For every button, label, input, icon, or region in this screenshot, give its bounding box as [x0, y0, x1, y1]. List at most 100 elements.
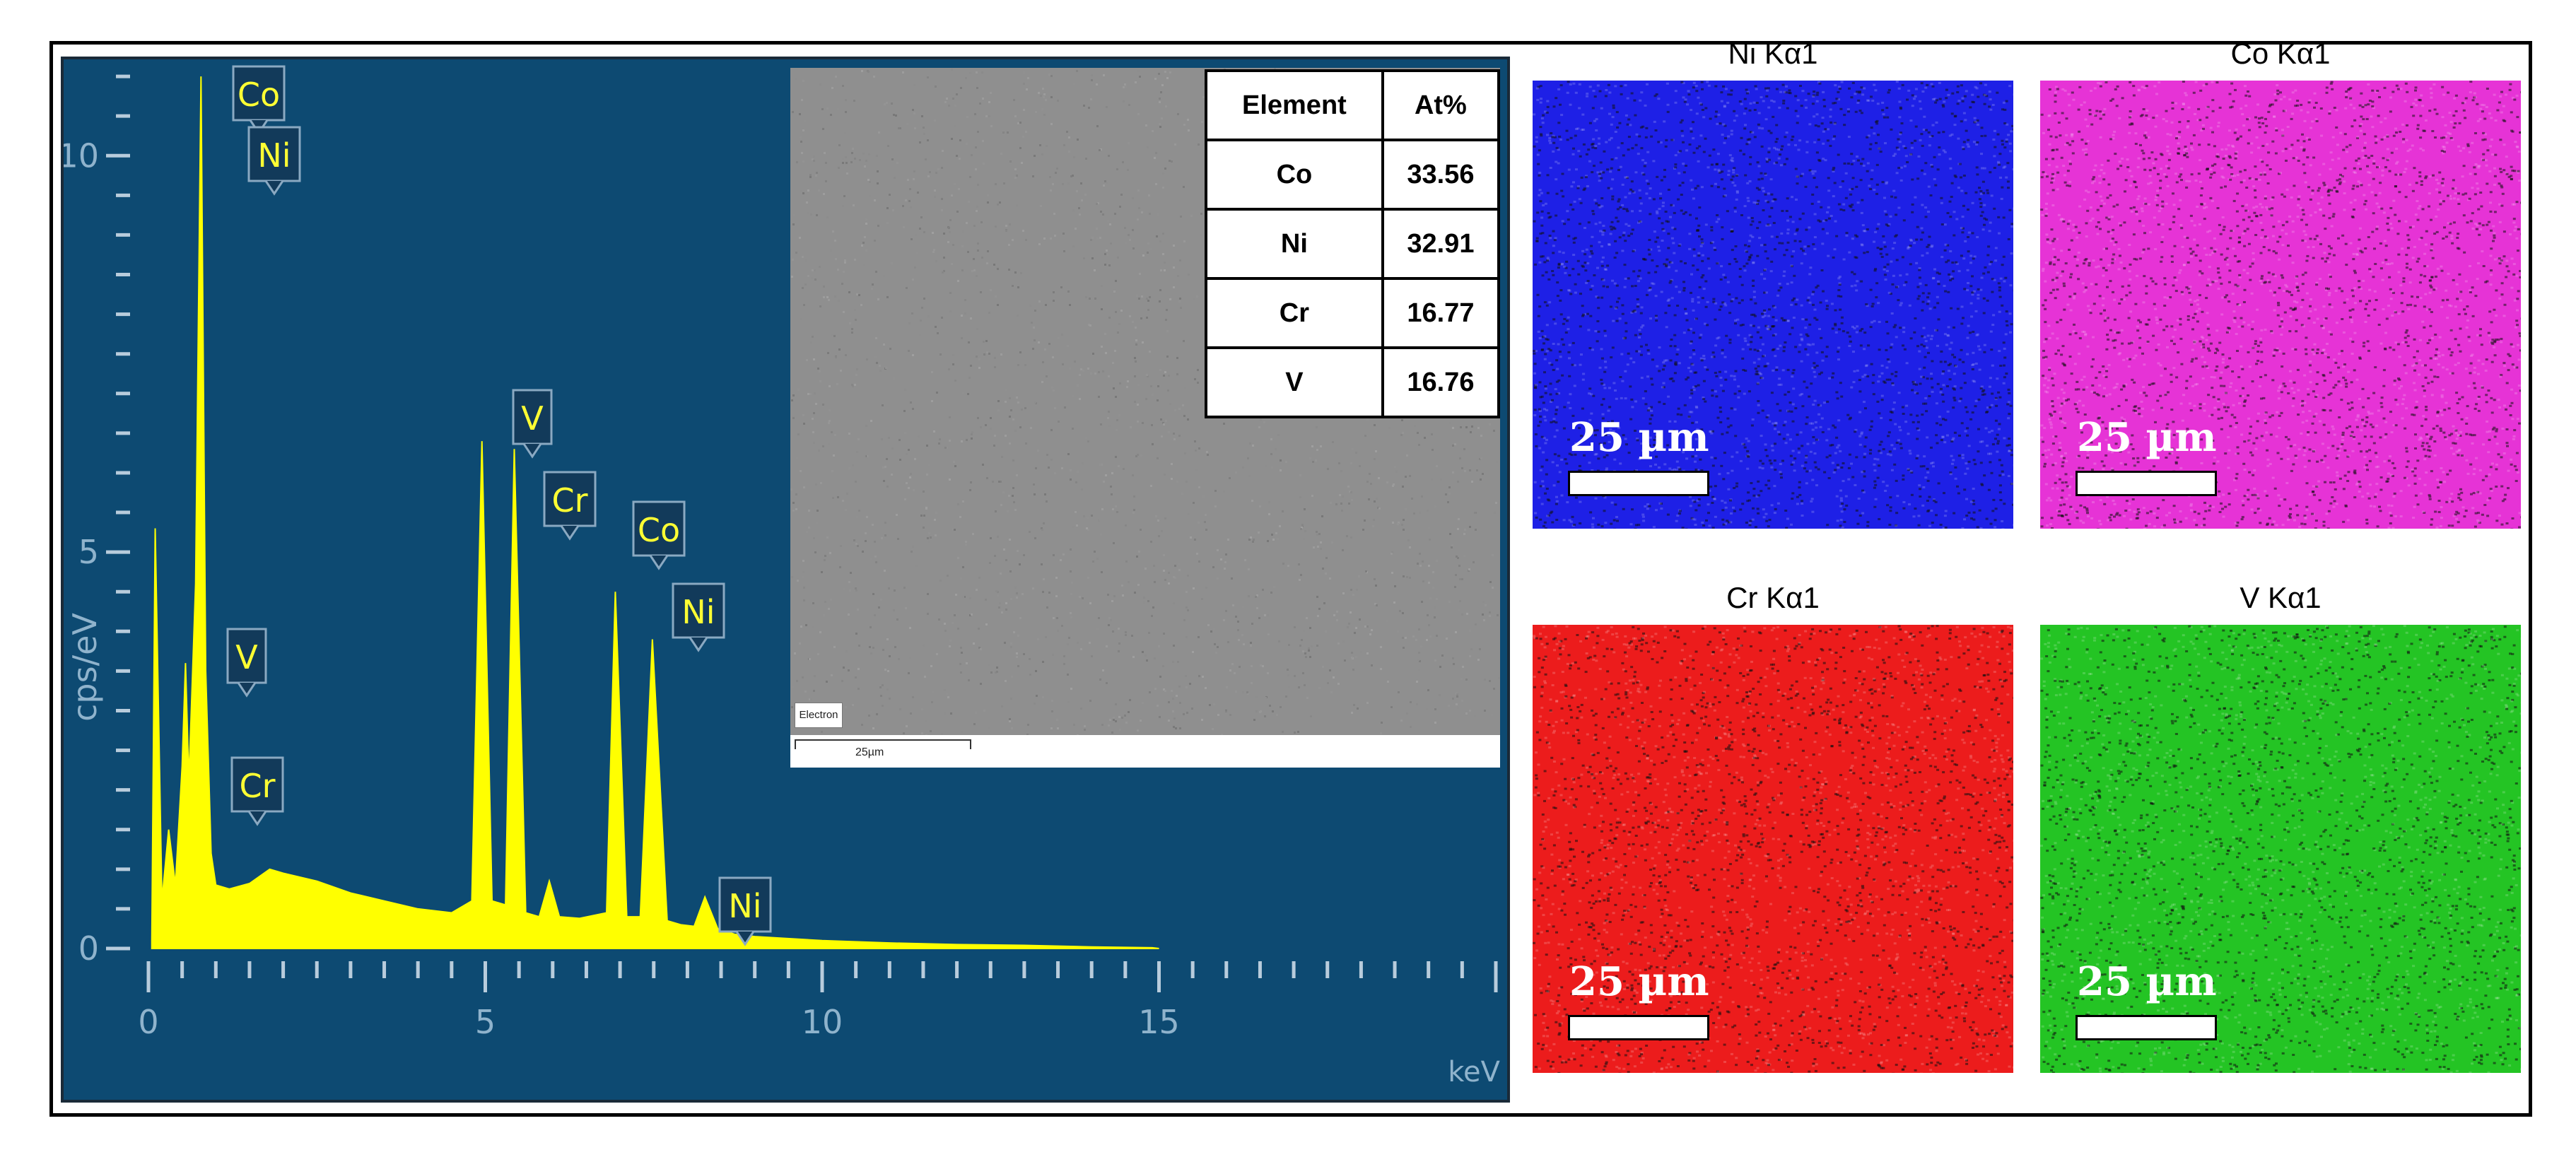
sem-noise-speck — [1054, 472, 1056, 474]
map-speck — [1963, 518, 1966, 521]
sem-noise-speck — [1304, 508, 1306, 510]
sem-noise-speck — [1115, 703, 1117, 705]
sem-noise-speck — [1485, 604, 1487, 606]
sem-noise-speck — [1193, 529, 1195, 531]
map-speck — [1603, 448, 1607, 450]
sem-noise-speck — [1431, 433, 1433, 435]
map-speck — [1649, 248, 1653, 251]
sem-noise-speck — [1173, 266, 1175, 269]
sem-noise-speck — [1269, 705, 1271, 707]
sem-noise-speck — [1462, 666, 1464, 668]
map-speck — [1808, 169, 1812, 172]
map-speck — [1796, 114, 1800, 117]
map-speck — [1939, 423, 1943, 426]
map-speck — [1764, 250, 1767, 253]
map-speck — [1604, 522, 1608, 524]
map-speck — [1995, 404, 1998, 407]
sem-noise-speck — [1178, 563, 1180, 565]
map-speck — [1961, 454, 1965, 457]
sem-noise-speck — [814, 551, 816, 553]
map-speck — [1861, 158, 1865, 160]
map-speck — [2005, 100, 2008, 102]
map-speck — [1817, 468, 1820, 471]
map-speck — [1642, 257, 1645, 260]
sem-noise-speck — [855, 543, 857, 545]
map-speck — [1979, 190, 1983, 192]
sem-noise-speck — [870, 711, 872, 713]
sem-noise-speck — [1176, 695, 1178, 697]
sem-noise-speck — [1148, 632, 1150, 634]
sem-noise-speck — [1177, 275, 1179, 277]
sem-noise-speck — [802, 676, 804, 679]
map-speck — [1926, 252, 1929, 254]
sem-noise-speck — [921, 417, 923, 419]
map-speck — [1800, 337, 1803, 340]
map-speck — [1794, 168, 1798, 170]
table-header-element: Element — [1205, 69, 1384, 141]
map-speck — [1907, 246, 1910, 249]
sem-noise-speck — [1448, 486, 1451, 488]
sem-noise-speck — [1374, 424, 1376, 426]
map-speck — [1647, 271, 1651, 274]
map-speck — [1767, 147, 1771, 150]
sem-noise-speck — [966, 662, 968, 664]
sem-noise-speck — [1272, 710, 1274, 712]
map-speck — [1698, 286, 1702, 288]
map-speck — [1909, 119, 1913, 122]
map-speck — [1596, 171, 1600, 174]
map-speck — [1538, 409, 1542, 412]
map-speck — [1804, 327, 1808, 329]
map-speck — [1540, 216, 1544, 219]
map-speck — [1624, 114, 1628, 117]
sem-noise-speck — [1364, 519, 1366, 522]
map-speck — [1723, 356, 1727, 358]
map-speck — [1790, 523, 1793, 526]
sem-noise-speck — [960, 577, 962, 580]
map-speck — [1602, 225, 1605, 227]
sem-noise-speck — [886, 222, 889, 224]
sem-noise-speck — [1137, 404, 1139, 406]
sem-noise-speck — [943, 270, 945, 272]
map-speck — [1598, 172, 1602, 175]
map-speck — [1946, 385, 1949, 387]
map-speck — [1723, 124, 1727, 127]
map-speck — [1840, 510, 1844, 513]
map-speck — [1737, 334, 1740, 336]
map-speck — [1641, 513, 1645, 516]
map-speck — [1881, 109, 1885, 112]
sem-noise-speck — [949, 310, 952, 312]
map-speck — [1539, 485, 1542, 488]
sem-noise-speck — [1239, 666, 1241, 668]
sem-noise-speck — [1183, 619, 1185, 621]
sem-noise-speck — [897, 538, 899, 540]
sem-noise-speck — [1098, 617, 1100, 619]
sem-noise-speck — [844, 262, 846, 264]
map-speck — [1842, 462, 1845, 464]
sem-noise-speck — [951, 194, 953, 196]
sem-noise-speck — [1375, 450, 1377, 452]
sem-noise-speck — [1207, 624, 1210, 626]
map-speck — [1561, 262, 1564, 265]
sem-noise-speck — [973, 269, 976, 271]
map-speck — [1848, 87, 1851, 90]
map-speck — [1712, 148, 1716, 151]
sem-noise-speck — [791, 706, 793, 708]
sem-noise-speck — [1187, 119, 1189, 121]
map-speck — [1934, 329, 1938, 331]
sem-noise-speck — [894, 589, 896, 592]
map-speck — [1775, 368, 1779, 371]
map-speck — [1780, 317, 1784, 319]
map-speck — [1770, 235, 1774, 238]
sem-noise-speck — [1072, 395, 1074, 397]
sem-noise-speck — [928, 532, 930, 534]
sem-noise-speck — [1053, 291, 1055, 293]
sem-noise-speck — [973, 225, 976, 227]
sem-noise-speck — [1050, 237, 1052, 240]
sem-noise-speck — [1183, 415, 1185, 417]
map-speck — [1763, 291, 1767, 294]
sem-noise-speck — [854, 259, 856, 261]
sem-noise-speck — [1179, 727, 1181, 729]
map-speck — [1932, 498, 1936, 501]
map-speck — [1540, 117, 1544, 119]
sem-noise-speck — [1202, 495, 1205, 498]
